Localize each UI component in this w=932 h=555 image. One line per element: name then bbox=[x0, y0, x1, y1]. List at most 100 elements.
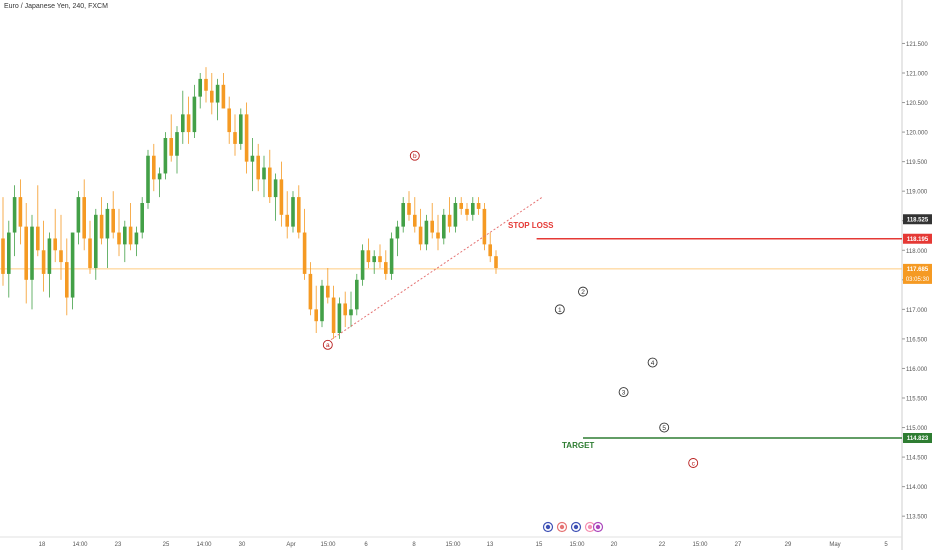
y-tick-label: 119.000 bbox=[906, 190, 928, 196]
candle-body bbox=[424, 220, 429, 245]
event-icon-dot bbox=[573, 524, 579, 530]
countdown-text: 03:05:30 bbox=[906, 277, 930, 283]
candle-body bbox=[30, 226, 34, 280]
candle-body bbox=[233, 132, 237, 144]
candle-body bbox=[169, 138, 173, 156]
candle-body bbox=[99, 214, 104, 239]
candle-body bbox=[36, 226, 40, 251]
candle-body bbox=[308, 273, 313, 310]
candle-body bbox=[482, 208, 487, 245]
candle-body bbox=[465, 208, 469, 215]
candle-body bbox=[291, 197, 295, 227]
candle-body bbox=[215, 84, 220, 103]
x-tick-label: 25 bbox=[163, 542, 170, 548]
candle-body bbox=[134, 232, 139, 245]
y-tick-label: 118.000 bbox=[906, 249, 928, 255]
candle-body bbox=[94, 214, 98, 268]
stop-loss-label: STOP LOSS bbox=[508, 221, 554, 230]
candle-body bbox=[59, 250, 63, 263]
candle-body bbox=[430, 220, 434, 233]
candle-body bbox=[268, 167, 272, 198]
y-tick-label: 121.000 bbox=[906, 72, 928, 78]
y-tick-label: 114.500 bbox=[906, 456, 928, 462]
y-tick-label: 116.500 bbox=[906, 337, 928, 343]
candle-body bbox=[349, 309, 353, 316]
y-tick-label: 117.000 bbox=[906, 308, 928, 314]
candle-body bbox=[47, 238, 52, 274]
candle-body bbox=[476, 203, 481, 209]
candle-body bbox=[360, 250, 365, 280]
x-tick-label: 29 bbox=[785, 542, 792, 548]
candle-body bbox=[117, 232, 121, 245]
candle-body bbox=[18, 197, 23, 227]
candle-body bbox=[395, 226, 400, 239]
x-tick-label: 20 bbox=[611, 542, 618, 548]
x-tick-label: 5 bbox=[884, 542, 888, 548]
wave-marker-3 bbox=[618, 387, 629, 398]
stop-price-tag bbox=[903, 233, 932, 244]
wave-label-1: 1 bbox=[558, 307, 562, 314]
candle-body bbox=[459, 203, 463, 209]
candle-body bbox=[418, 226, 423, 245]
candle-body bbox=[163, 138, 168, 174]
y-tick-label: 113.500 bbox=[906, 515, 928, 521]
wave-marker-1 bbox=[554, 304, 565, 315]
candle-body bbox=[471, 203, 475, 215]
candle-body bbox=[82, 197, 86, 239]
candle-body bbox=[111, 208, 115, 233]
wave-marker-c bbox=[688, 458, 699, 468]
candle-body bbox=[279, 179, 284, 215]
wave-marker-5 bbox=[659, 422, 670, 433]
candle-body bbox=[256, 155, 260, 180]
wave-label-5: 5 bbox=[662, 425, 666, 432]
candle-body bbox=[192, 96, 197, 133]
candle-body bbox=[407, 203, 411, 215]
candle-body bbox=[413, 214, 417, 227]
candle-body bbox=[128, 226, 133, 245]
candle-body bbox=[389, 238, 394, 274]
current-price-tag bbox=[903, 263, 932, 284]
candle-body bbox=[273, 179, 278, 198]
candle-body bbox=[70, 232, 75, 298]
candle-body bbox=[76, 197, 81, 233]
y-tick-label: 120.500 bbox=[906, 101, 928, 107]
candle-body bbox=[123, 226, 127, 245]
candle-body bbox=[221, 84, 226, 109]
candle-body bbox=[343, 303, 347, 316]
x-tick-label: 8 bbox=[412, 542, 416, 548]
candle-body bbox=[53, 238, 57, 251]
x-tick-label: 27 bbox=[735, 542, 742, 548]
candle-body bbox=[198, 78, 202, 97]
candle-body bbox=[447, 214, 452, 227]
candle-body bbox=[366, 250, 371, 263]
x-tick-label: 15:00 bbox=[569, 542, 585, 548]
current-price-text: 117.685 bbox=[907, 267, 929, 273]
candle-body bbox=[244, 114, 249, 162]
x-tick-label: 15:00 bbox=[445, 542, 461, 548]
candle-body bbox=[24, 226, 28, 280]
wave-label-b: b bbox=[413, 153, 417, 160]
x-tick-label: 15:00 bbox=[320, 542, 336, 548]
candle-body bbox=[488, 244, 492, 257]
candle-body bbox=[239, 114, 243, 144]
wave-marker-4 bbox=[647, 357, 658, 368]
candle-body bbox=[262, 167, 266, 180]
x-tick-label: 6 bbox=[364, 542, 368, 548]
candle-body bbox=[384, 262, 388, 274]
candle-body bbox=[453, 203, 458, 227]
y-tick-label: 120.000 bbox=[906, 131, 928, 137]
chart-title: Euro / Japanese Yen, 240, FXCM bbox=[4, 3, 108, 10]
event-icon-dot bbox=[545, 524, 551, 530]
candle-body bbox=[227, 108, 231, 133]
x-tick-label: 14:00 bbox=[72, 542, 88, 548]
wave-label-4: 4 bbox=[651, 360, 655, 367]
candle-body bbox=[372, 256, 376, 263]
candle-body bbox=[297, 197, 301, 233]
x-tick-label: Apr bbox=[286, 542, 295, 548]
candle-body bbox=[105, 208, 110, 239]
candle-body bbox=[65, 262, 69, 298]
y-tick-label: 121.500 bbox=[906, 42, 928, 48]
candle-body bbox=[181, 114, 185, 133]
